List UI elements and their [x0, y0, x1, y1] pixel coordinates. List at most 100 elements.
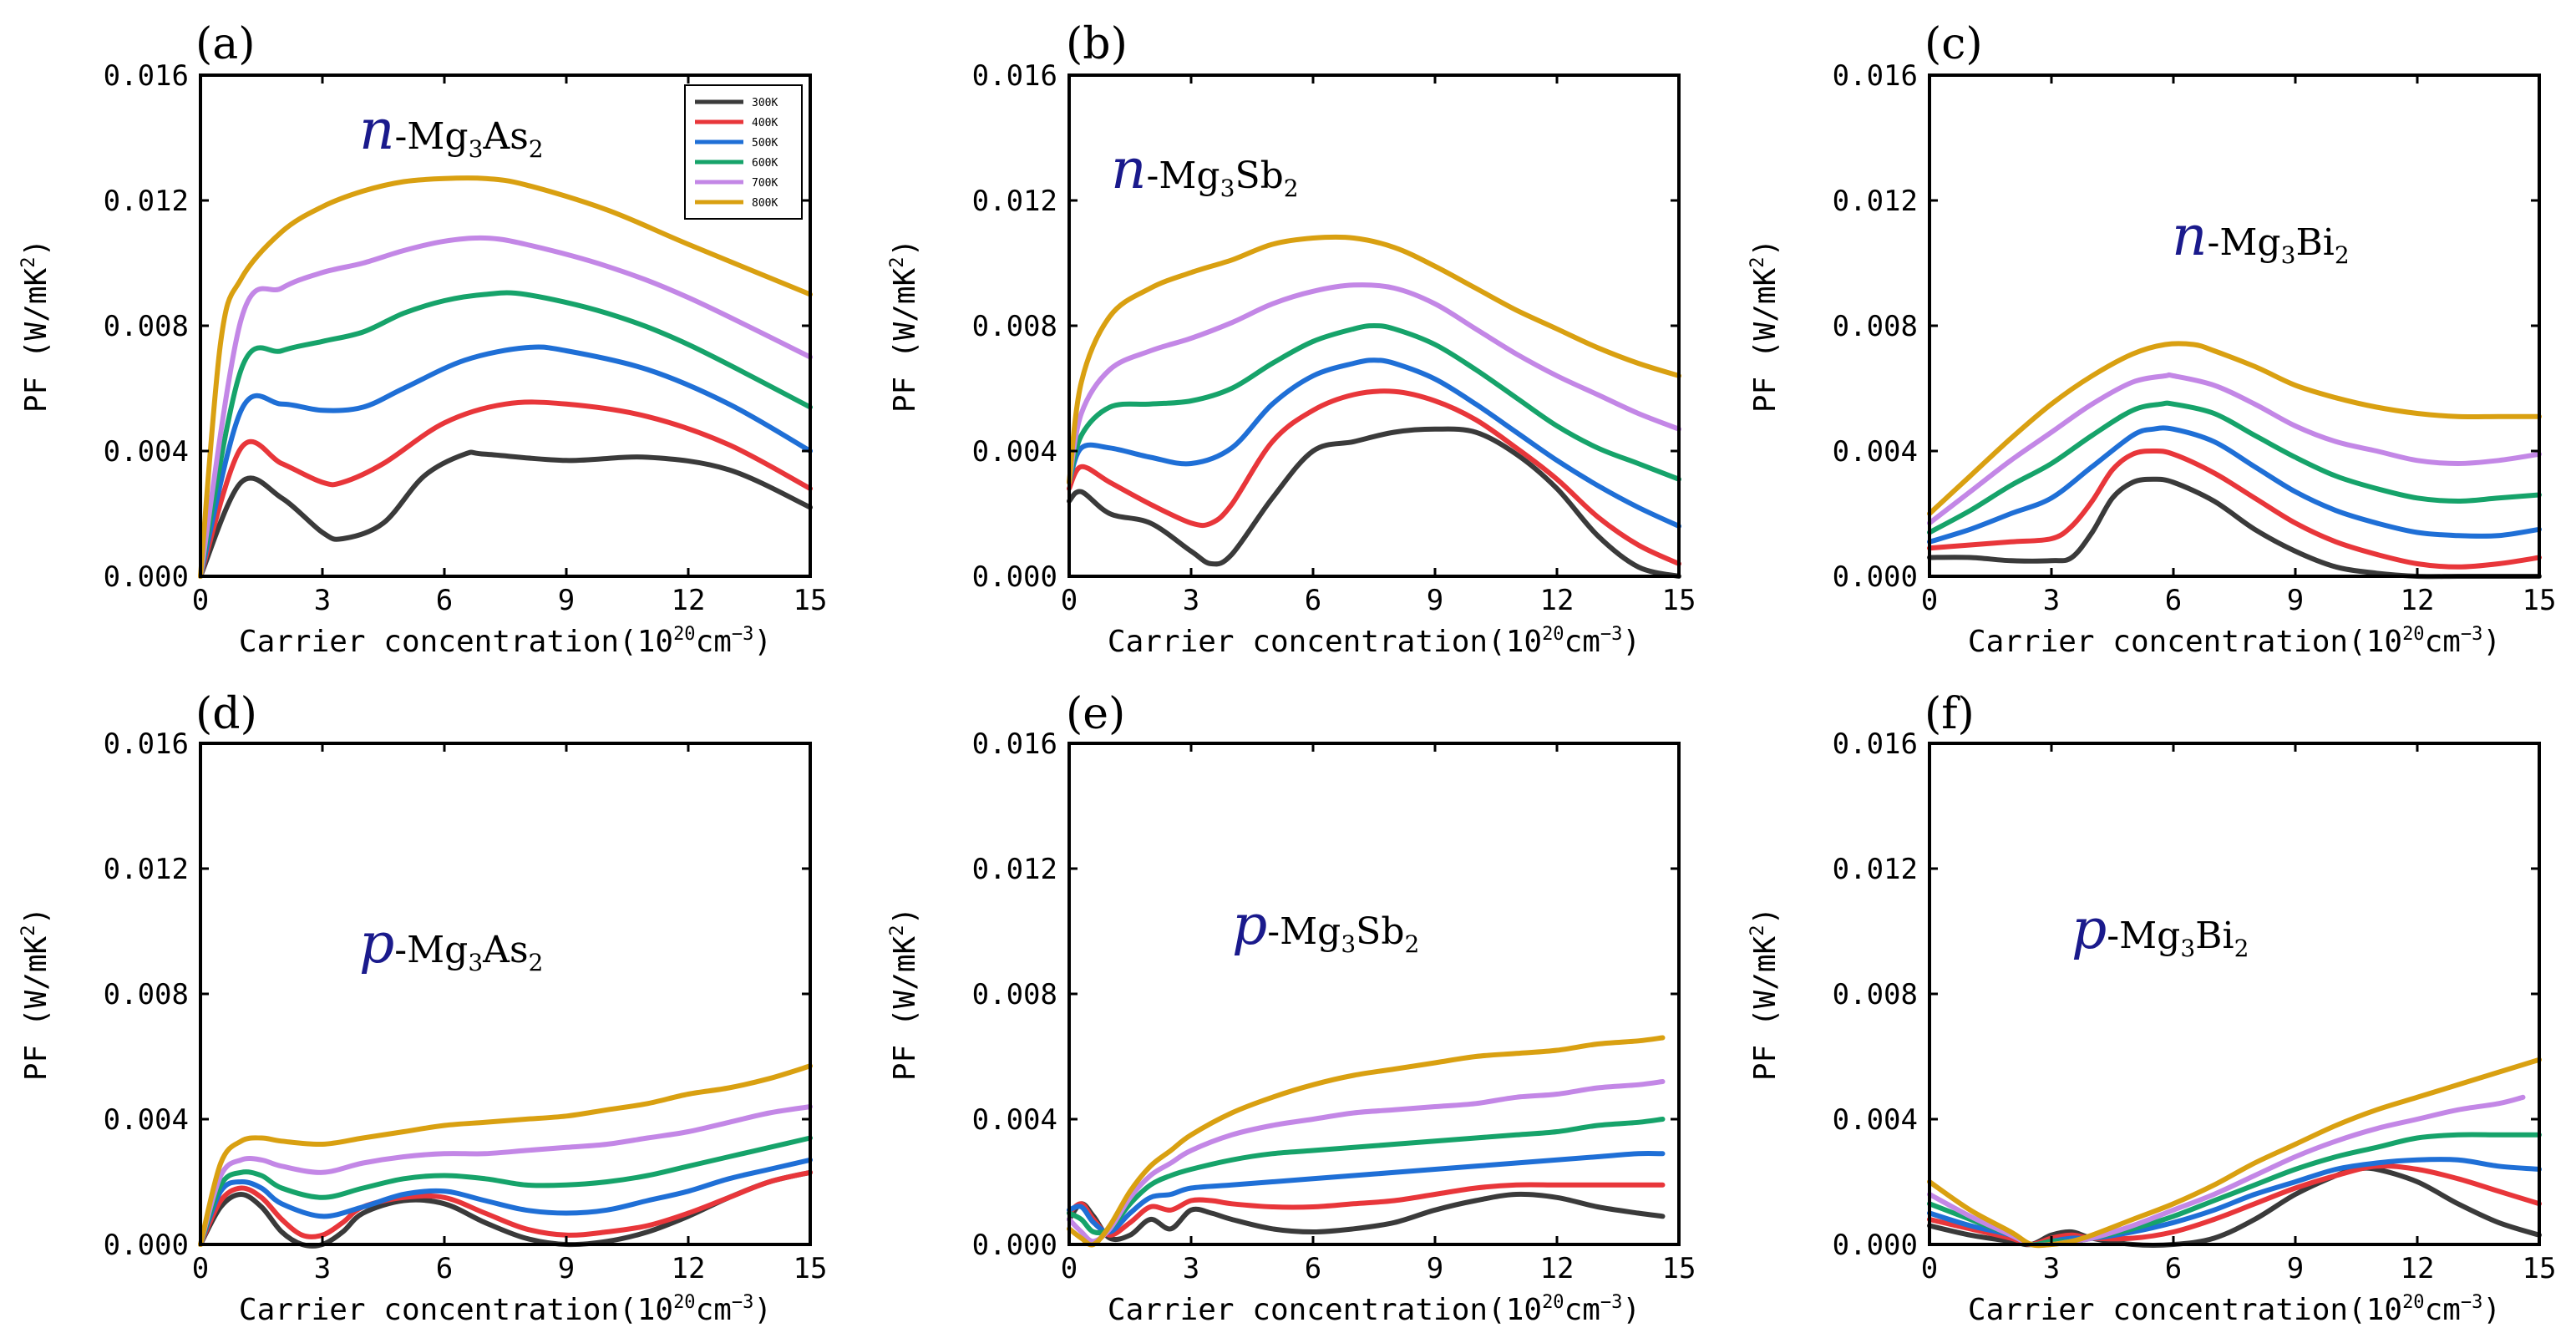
- y-tick-label: 0.016: [972, 727, 1057, 761]
- y-tick-label: 0.016: [104, 59, 189, 93]
- y-tick-label: 0.000: [1833, 560, 1918, 594]
- series-line-300K: [1067, 426, 1681, 579]
- series-line-700K: [198, 1104, 813, 1247]
- series-line-600K: [198, 1135, 813, 1247]
- material-label: p-Mg3As2: [359, 911, 543, 976]
- x-tick-label: 15: [1662, 584, 1696, 617]
- y-tick-label: 0.008: [972, 310, 1057, 343]
- x-tick-label: 15: [2523, 584, 2557, 617]
- series-line-800K: [198, 1063, 813, 1247]
- series-line-800K: [1927, 1057, 2542, 1249]
- legend: 300K 400K 500K 600K 700K 800K: [684, 84, 803, 220]
- series-line-500K: [1067, 357, 1681, 529]
- series-line-300K: [1927, 1165, 2542, 1248]
- x-axis-title: Carrier concentration(1020cm−3): [239, 1292, 772, 1327]
- plot-frame: [1928, 742, 2541, 1246]
- x-tick-label: 3: [1183, 584, 1199, 617]
- y-tick-label: 0.000: [972, 1229, 1057, 1262]
- x-tick-label: 0: [1061, 1252, 1078, 1285]
- series-line-400K: [1067, 388, 1681, 566]
- series-line-400K: [1067, 1182, 1666, 1238]
- y-tick-label: 0.004: [972, 435, 1057, 469]
- series-line-500K: [1927, 425, 2542, 545]
- x-tick-label: 0: [1921, 584, 1938, 617]
- y-tick-label: 0.012: [104, 185, 189, 218]
- panel-label: (e): [1066, 689, 1125, 739]
- series-line-400K: [1927, 1163, 2542, 1247]
- legend-label: 700K: [752, 177, 778, 190]
- x-tick-label: 12: [672, 1252, 706, 1285]
- x-tick-label: 12: [2401, 1252, 2435, 1285]
- y-tick-label: 0.012: [104, 853, 189, 886]
- y-tick-label: 0.016: [1833, 727, 1918, 761]
- x-tick-label: 9: [2287, 1252, 2304, 1285]
- y-tick-label: 0.004: [972, 1103, 1057, 1137]
- x-tick-label: 3: [2043, 1252, 2060, 1285]
- x-tick-label: 0: [192, 1252, 209, 1285]
- y-axis-title: PF (W/mK2): [1747, 239, 1782, 413]
- panel-label: (f): [1924, 689, 1975, 739]
- y-tick-label: 0.000: [972, 560, 1057, 594]
- series-line-300K: [1067, 1191, 1666, 1243]
- x-tick-label: 0: [1061, 584, 1078, 617]
- y-tick-label: 0.000: [104, 560, 189, 594]
- x-tick-label: 15: [794, 584, 828, 617]
- x-axis-title: Carrier concentration(1020cm−3): [1968, 624, 2501, 659]
- material-label: n-Mg3Bi2: [2172, 204, 2350, 269]
- y-tick-label: 0.016: [1833, 59, 1918, 93]
- y-axis-title: PF (W/mK2): [887, 907, 922, 1081]
- legend-label: 800K: [752, 197, 778, 210]
- y-tick-label: 0.004: [104, 1103, 189, 1137]
- y-tick-label: 0.004: [1833, 435, 1918, 469]
- y-tick-label: 0.016: [972, 59, 1057, 93]
- y-tick-label: 0.000: [104, 1229, 189, 1262]
- panel-label: (b): [1066, 19, 1128, 69]
- series-line-600K: [198, 290, 813, 579]
- y-tick-label: 0.012: [972, 853, 1057, 886]
- y-tick-label: 0.008: [1833, 310, 1918, 343]
- series-line-600K: [1067, 323, 1681, 485]
- x-tick-label: 15: [794, 1252, 828, 1285]
- legend-label: 500K: [752, 137, 778, 150]
- panel-b: 0 3 6 9 12 15 0.000 0.004 0.008 0.012 0.016 Carrier…: [887, 19, 1696, 659]
- y-tick-label: 0.004: [1833, 1103, 1918, 1137]
- series-line-500K: [198, 344, 813, 579]
- x-axis-title: Carrier concentration(1020cm−3): [1968, 1292, 2501, 1327]
- x-tick-label: 6: [1305, 584, 1321, 617]
- series-line-700K: [1067, 282, 1681, 485]
- x-tick-label: 15: [2523, 1252, 2557, 1285]
- x-tick-label: 0: [192, 584, 209, 617]
- panel-label: (d): [195, 689, 257, 739]
- series-line-800K: [1927, 341, 2542, 516]
- x-tick-label: 9: [558, 584, 575, 617]
- legend-label: 600K: [752, 157, 778, 170]
- y-axis-title: PF (W/mK2): [887, 239, 922, 413]
- y-tick-label: 0.008: [972, 978, 1057, 1011]
- material-label: p-Mg3Sb2: [1232, 893, 1419, 958]
- panel-c: 0 3 6 9 12 15 0.000 0.004 0.008 0.012 0.016 Carrier…: [1747, 19, 2556, 659]
- panel-label: (c): [1924, 19, 1983, 69]
- x-tick-label: 3: [314, 1252, 331, 1285]
- y-tick-label: 0.012: [972, 185, 1057, 218]
- x-tick-label: 9: [1427, 584, 1443, 617]
- y-tick-label: 0.000: [1833, 1229, 1918, 1262]
- x-tick-label: 12: [672, 584, 706, 617]
- panel-f: 0 3 6 9 12 15 0.000 0.004 0.008 0.012 0.016 Carrier…: [1747, 689, 2556, 1327]
- x-tick-label: 12: [2401, 584, 2435, 617]
- y-tick-label: 0.012: [1833, 185, 1918, 218]
- panel-label: (a): [195, 19, 256, 69]
- series-line-400K: [198, 1169, 813, 1247]
- y-axis-title: PF (W/mK2): [18, 907, 53, 1081]
- series-line-400K: [198, 399, 813, 579]
- x-tick-label: 6: [1305, 1252, 1321, 1285]
- y-tick-label: 0.004: [104, 435, 189, 469]
- x-tick-label: 9: [2287, 584, 2304, 617]
- x-tick-label: 3: [2043, 584, 2060, 617]
- y-tick-label: 0.008: [104, 310, 189, 343]
- x-tick-label: 3: [314, 584, 331, 617]
- y-tick-label: 0.008: [1833, 978, 1918, 1011]
- series-line-800K: [198, 175, 813, 579]
- panel-d: 0 3 6 9 12 15 0.000 0.004 0.008 0.012 0.016 Carrier…: [18, 689, 827, 1327]
- x-tick-label: 0: [1921, 1252, 1938, 1285]
